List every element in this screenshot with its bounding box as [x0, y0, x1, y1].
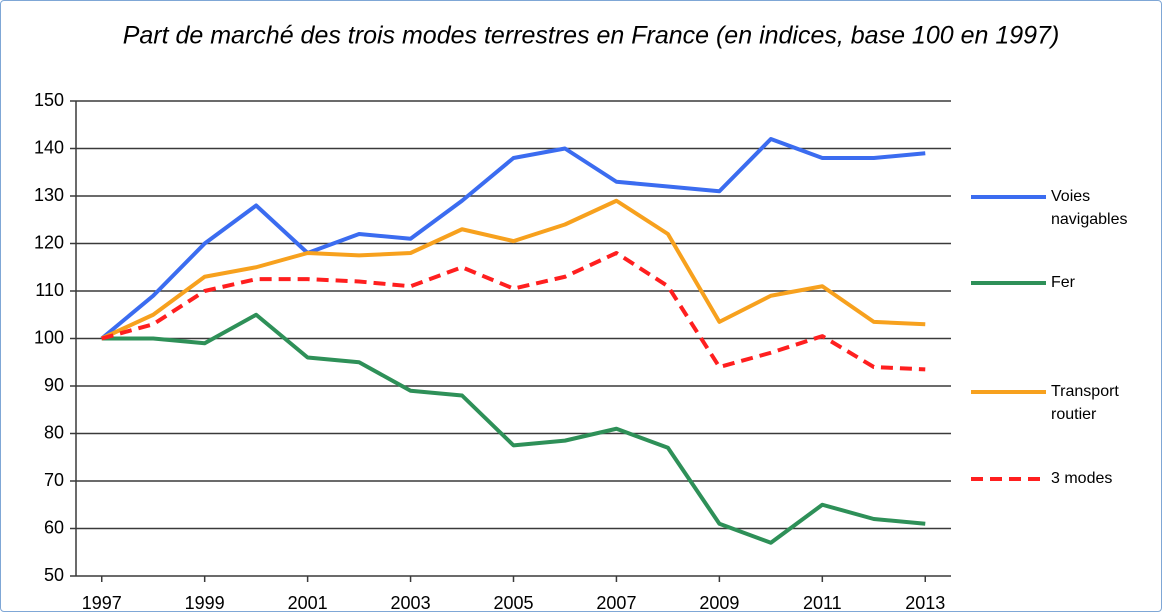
- x-tick-label: 2001: [288, 593, 328, 611]
- y-tick-label: 100: [34, 327, 64, 347]
- data-line: [101, 312, 926, 545]
- x-tick-label: 2007: [596, 593, 636, 611]
- y-tick-label: 90: [44, 375, 64, 395]
- y-tick-label: 140: [34, 137, 64, 157]
- x-tick-label: 1997: [82, 593, 122, 611]
- x-tick-label: 2013: [905, 593, 945, 611]
- x-tick-label: 2011: [803, 593, 842, 611]
- x-tick-label: 2003: [391, 593, 431, 611]
- y-tick-label: 50: [44, 565, 64, 585]
- chart-title: Part de marché des trois modes terrestre…: [123, 22, 1060, 50]
- data-line: [101, 251, 926, 372]
- legend-label: Voies navigables: [1051, 188, 1128, 228]
- legend-label: Transport routier: [1051, 383, 1119, 423]
- x-tick-label: 1999: [185, 593, 225, 611]
- data-line: [100, 137, 926, 341]
- y-tick-label: 60: [44, 517, 64, 537]
- legend-label: Fer: [1051, 274, 1075, 291]
- legend-label: 3 modes: [1051, 470, 1113, 487]
- y-tick-label: 110: [35, 280, 64, 300]
- data-line: [100, 198, 926, 341]
- y-tick-label: 150: [34, 90, 64, 110]
- x-tick-label: 2009: [699, 593, 739, 611]
- y-tick-label: 80: [44, 422, 64, 442]
- y-tick-label: 70: [44, 470, 64, 490]
- y-tick-label: 120: [34, 232, 64, 252]
- x-tick-label: 2005: [493, 593, 533, 611]
- y-tick-label: 130: [34, 185, 64, 205]
